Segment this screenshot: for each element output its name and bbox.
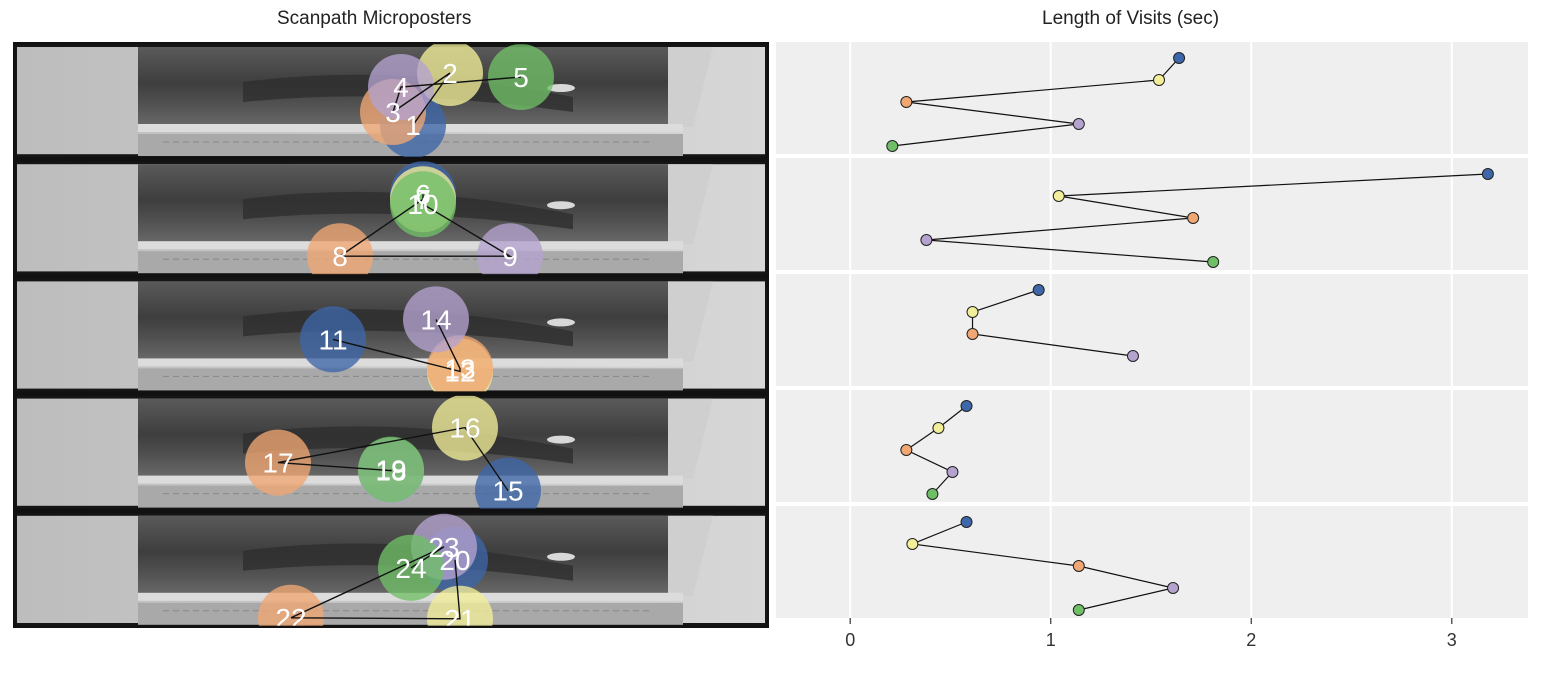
chart-title: Length of Visits (sec) xyxy=(1042,8,1220,29)
data-point xyxy=(1072,560,1085,572)
visit-panel xyxy=(776,42,1528,154)
data-point xyxy=(900,444,913,456)
scanpath-line xyxy=(290,546,461,620)
data-point xyxy=(1167,582,1180,594)
data-point xyxy=(966,306,979,318)
data-point xyxy=(906,538,919,550)
scanpath-line xyxy=(277,426,509,491)
fixation-circle xyxy=(477,223,543,277)
fixation-label: 4 xyxy=(393,72,409,103)
data-point xyxy=(1072,604,1085,616)
visit-panel xyxy=(776,274,1528,386)
data-point xyxy=(1072,118,1085,130)
fixation-label: 24 xyxy=(395,553,426,584)
scanpath-line xyxy=(391,72,522,126)
data-point xyxy=(1207,256,1220,268)
fixation-label: 3 xyxy=(385,97,401,128)
x-tick-label: 1 xyxy=(1046,630,1056,650)
fixation-label: 18 xyxy=(375,456,406,487)
data-point xyxy=(900,96,913,108)
x-tick-label: 3 xyxy=(1447,630,1457,650)
micropost-strip: 67 8 9 10 xyxy=(13,158,769,277)
fixation-label: 10 xyxy=(407,189,438,220)
data-point xyxy=(1052,190,1065,202)
data-point xyxy=(1032,284,1045,296)
visit-panel xyxy=(776,506,1528,618)
x-tick-label: 2 xyxy=(1246,630,1256,650)
fixation-label: 6 xyxy=(415,179,431,210)
visit-length-chart: 0 1 2 3 xyxy=(776,42,1528,650)
x-tick-label: 0 xyxy=(845,630,855,650)
micropost-strip: 12 34 5 xyxy=(13,42,769,160)
data-point xyxy=(1173,52,1186,64)
fixation-circle xyxy=(307,223,373,277)
microposters-title: Scanpath Microposters xyxy=(277,8,472,29)
fixation-label: 22 xyxy=(275,603,306,628)
data-point xyxy=(886,140,899,152)
fixation-label: 19 xyxy=(375,455,406,486)
fixation-label: 8 xyxy=(332,241,348,272)
fixation-label: 13 xyxy=(444,353,475,384)
data-point xyxy=(1481,168,1494,180)
fixation-label: 11 xyxy=(318,324,347,355)
fixation-label: 14 xyxy=(420,304,451,335)
data-point xyxy=(960,516,973,528)
fixation-label: 20 xyxy=(439,545,470,576)
data-point xyxy=(966,328,979,340)
visit-panel xyxy=(776,158,1528,270)
fixation-label: 23 xyxy=(428,532,459,563)
fixation-label: 17 xyxy=(262,448,293,479)
fixation-label: 7 xyxy=(415,184,431,215)
fixation-label: 15 xyxy=(492,476,523,507)
fixation-label: 1 xyxy=(405,110,421,141)
fixation-circle xyxy=(427,585,493,628)
fixation-label: 16 xyxy=(449,413,480,444)
data-point xyxy=(932,422,945,434)
series-line xyxy=(971,289,1134,357)
fixation-label: 5 xyxy=(513,62,529,93)
data-point xyxy=(926,488,939,500)
fixation-label: 9 xyxy=(502,241,518,272)
fixation-label: 2 xyxy=(442,58,458,89)
data-point xyxy=(946,466,959,478)
data-point xyxy=(1187,212,1200,224)
data-point xyxy=(920,234,933,246)
fixation-label: 12 xyxy=(444,356,475,387)
data-point xyxy=(1153,74,1166,86)
scanpath-line xyxy=(332,319,461,373)
scanpath-line xyxy=(337,194,513,257)
data-point xyxy=(960,400,973,412)
fixation-circle xyxy=(475,457,541,511)
fixation-label: 21 xyxy=(444,604,475,628)
visit-panel xyxy=(776,390,1528,502)
data-point xyxy=(1126,350,1139,362)
